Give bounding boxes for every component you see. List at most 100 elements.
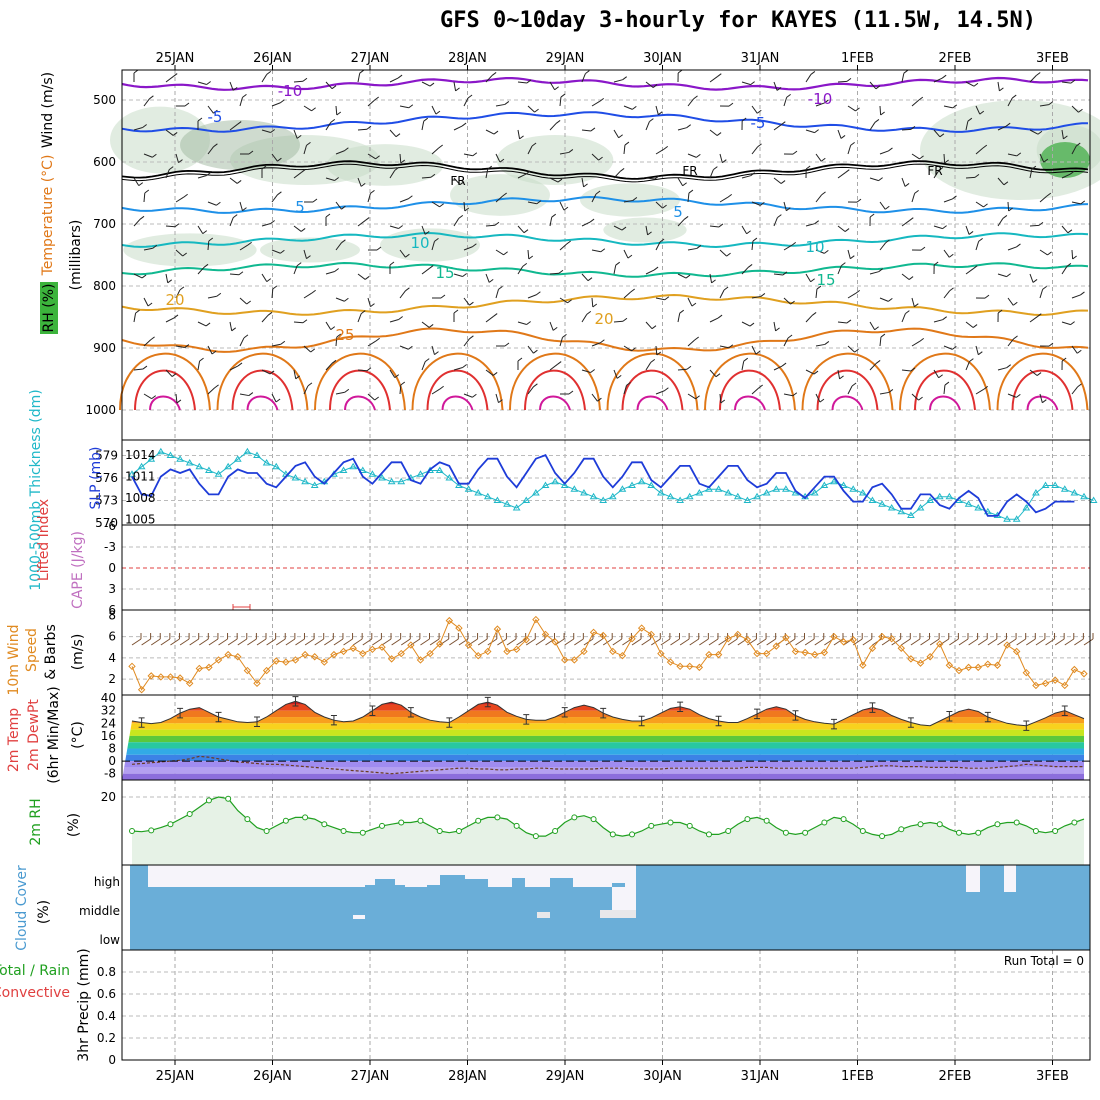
cloud-gap [395, 865, 405, 885]
wind-barb [431, 345, 435, 355]
wind-barb [943, 249, 950, 258]
cloud-tick: low [100, 933, 121, 947]
wind10-barb [574, 638, 584, 646]
thickness-point [243, 447, 252, 455]
wind-barb [271, 153, 278, 162]
wind-barb-flag [941, 74, 947, 79]
wind-barb [463, 246, 473, 251]
wind-barb [1007, 246, 1017, 251]
cloud-gap [1004, 865, 1016, 892]
pressure-tick: 500 [93, 93, 116, 107]
wind-barb-flag [405, 253, 410, 258]
wind-barb-flag [824, 249, 829, 254]
wind-barb [687, 192, 690, 203]
wind-barb-flag [942, 225, 947, 230]
wind-barb [837, 369, 841, 379]
wind-barb-flag [370, 189, 375, 194]
wind-barb [1071, 145, 1077, 155]
panel-frame [121, 439, 1091, 526]
wind-barb-flag [810, 71, 816, 75]
wind-barb-flag [720, 399, 726, 404]
thickness-point [849, 485, 858, 492]
wind-barb-flag [334, 177, 339, 181]
wind10-barb [275, 638, 286, 646]
wind10-point [330, 650, 338, 659]
wind-barb [1061, 225, 1069, 234]
wind-barb-flag [750, 81, 755, 86]
precip-ylabel-2: Convective [0, 985, 70, 1001]
wind10-point [291, 656, 300, 664]
wind-barb [207, 146, 214, 155]
wind-barb-flag [652, 84, 658, 88]
wind10-barb [352, 638, 363, 646]
cloud-gap [440, 865, 465, 875]
wind-barb-flag [232, 214, 238, 218]
wind-barb [229, 177, 238, 184]
rh2m-point [994, 821, 1001, 828]
wind10-barb [564, 638, 575, 646]
wind-barb [623, 291, 632, 299]
wind-barb [591, 193, 597, 203]
wind-barb-flag [453, 309, 459, 314]
wind-barb-flag [723, 286, 729, 291]
wind-barb-flag [650, 358, 656, 363]
wind-barb-flag [659, 238, 665, 243]
wind-barb [1071, 294, 1081, 299]
isotherm-25-bulb [996, 352, 1089, 411]
wind10-barb [237, 638, 248, 646]
wind-barb-flag [677, 69, 683, 74]
thickness-point [1070, 489, 1079, 496]
wind-barb [399, 249, 406, 258]
isotherm-label: 20 [594, 310, 613, 328]
rh2m-point [763, 817, 770, 824]
wind-barb [1029, 369, 1038, 376]
wind-barb [517, 129, 521, 139]
rh2m-point [475, 817, 482, 824]
cloud-gap [537, 912, 550, 918]
precip-tick: 0.2 [97, 1031, 116, 1045]
wind-barb-flag [266, 278, 272, 283]
wind-barb [943, 105, 953, 109]
rh2m-point [744, 816, 751, 823]
wind-barb [751, 345, 757, 355]
wind-barb-flag [982, 144, 988, 149]
dewpoint2m-line [131, 755, 1084, 775]
wind-barb-flag [599, 97, 605, 102]
rh2m-point [455, 828, 462, 834]
slp-tick: 1014 [125, 448, 156, 462]
date-label-bottom: 28JAN [448, 1069, 487, 1084]
wind-barb [943, 153, 946, 164]
wind10-barb [670, 638, 680, 646]
wind-barb-flag [682, 182, 687, 187]
thickness-point [493, 496, 502, 503]
wind-barb-flag [878, 177, 883, 182]
thickness-point [128, 470, 136, 477]
wind-barb [655, 201, 663, 209]
wind-barb-flag [632, 197, 638, 201]
cloud-gap [365, 865, 375, 885]
wind-barb-flag [973, 82, 979, 87]
wind-barb-flag [310, 348, 315, 353]
wind10-point [493, 625, 502, 633]
wind-barb [431, 201, 440, 208]
rh2m-point [417, 817, 424, 824]
wind-barb-flag [360, 183, 366, 187]
wind-barb-flag [984, 294, 990, 299]
wind-barb-flag [364, 276, 370, 280]
rh2m-point [1032, 828, 1039, 834]
wind-barb [207, 387, 215, 395]
wind10-barb [699, 638, 709, 646]
wind-barb-flag [296, 135, 302, 139]
wind-barb [335, 391, 345, 395]
wind-barb [367, 297, 371, 307]
rh2m-point [609, 831, 616, 838]
wind10-barb [391, 638, 401, 646]
wind-barb [773, 217, 778, 227]
cloud-gap [465, 865, 488, 879]
wind-barb-flag [792, 392, 798, 397]
date-label-bottom: 2FEB [939, 1069, 972, 1084]
thickness-point [426, 466, 434, 473]
cloud-gap [966, 865, 980, 892]
wind-barb [1039, 249, 1048, 256]
wind-barb-flag [236, 180, 242, 184]
